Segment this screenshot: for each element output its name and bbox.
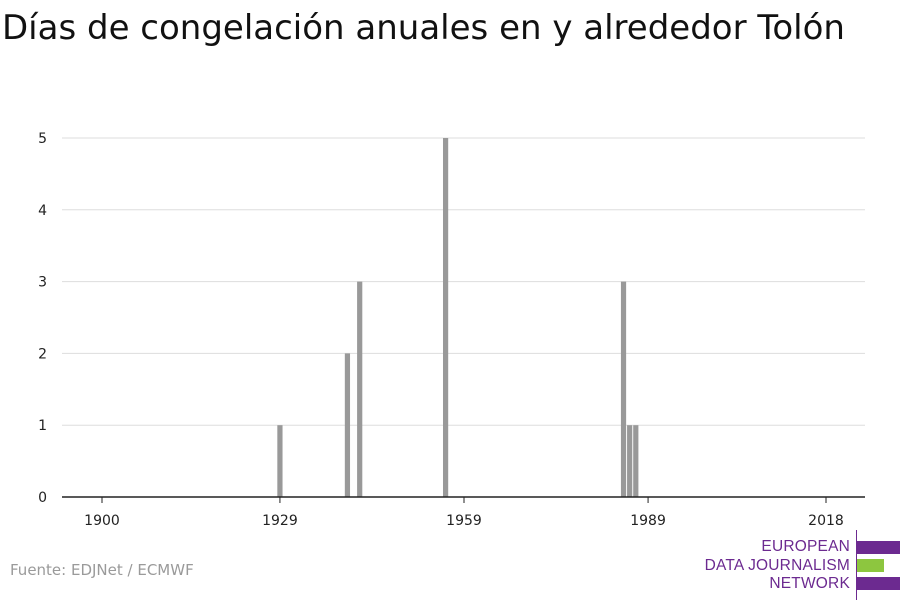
- logo-divider: [856, 530, 857, 600]
- logo-line-2: DATA JOURNALISM: [704, 556, 850, 574]
- bar: [344, 353, 351, 497]
- y-tick-label: 2: [38, 346, 47, 362]
- logo-wordmark: EUROPEAN DATA JOURNALISM NETWORK: [705, 538, 850, 594]
- x-tick-label: 1929: [262, 513, 298, 529]
- y-tick-label: 5: [38, 131, 47, 147]
- logo-bar-bottom: [857, 577, 900, 590]
- chart-title: Días de congelación anuales en y alreded…: [2, 8, 845, 48]
- y-tick-label: 3: [38, 275, 47, 291]
- y-axis-tick-labels: 0 1 2 3 4 5: [38, 131, 47, 506]
- y-tick-label: 1: [38, 418, 47, 434]
- logo-bar-middle: [857, 559, 884, 572]
- bar: [277, 425, 283, 497]
- x-tick-label: 1959: [446, 513, 482, 529]
- x-tick-label: 2018: [808, 513, 844, 529]
- logo-line-1: EUROPEAN: [761, 538, 850, 555]
- y-tick-label: 4: [38, 203, 47, 219]
- source-credit: Fuente: EDJNet / ECMWF: [10, 561, 194, 579]
- x-axis-ticks: 1900 1929 1959 1989 2018: [84, 497, 844, 529]
- bar: [620, 281, 627, 497]
- logo-bar-top: [857, 541, 900, 554]
- bar: [442, 138, 449, 497]
- bar: [633, 425, 639, 497]
- gridlines: [62, 137, 865, 426]
- logo-line-3: NETWORK: [769, 575, 850, 592]
- bars: [277, 138, 639, 497]
- bar: [357, 281, 363, 497]
- edjnet-logo: EUROPEAN DATA JOURNALISM NETWORK: [700, 530, 900, 600]
- y-tick-label: 0: [38, 490, 47, 506]
- bar: [627, 425, 633, 497]
- x-tick-label: 1900: [84, 513, 120, 529]
- x-tick-label: 1989: [630, 513, 666, 529]
